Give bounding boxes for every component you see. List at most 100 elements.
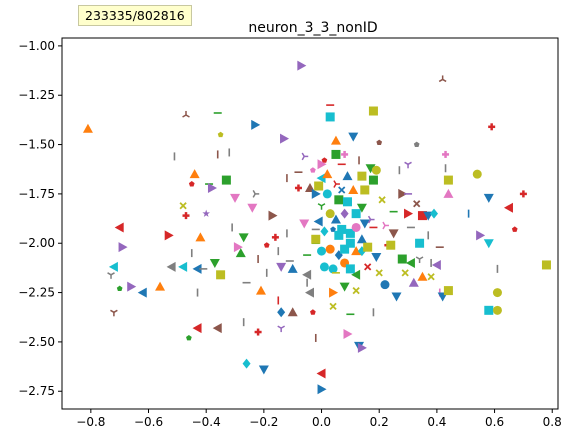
data-point — [378, 196, 386, 204]
plot-frame — [61, 37, 559, 410]
data-point — [351, 209, 361, 219]
data-point — [188, 181, 195, 187]
y-tick-label: −1.75 — [18, 187, 55, 201]
x-tick-label: 0.6 — [485, 415, 504, 429]
x-tick-label: 0.8 — [543, 415, 562, 429]
data-point — [405, 257, 415, 268]
data-point — [316, 368, 326, 379]
data-point — [127, 281, 137, 292]
data-point — [182, 110, 190, 118]
data-point — [330, 214, 341, 224]
data-point — [413, 200, 421, 208]
data-point — [334, 230, 344, 240]
data-point — [322, 169, 333, 179]
data-point — [415, 256, 424, 264]
data-point — [438, 75, 447, 83]
data-point — [357, 342, 367, 353]
data-point — [404, 208, 414, 219]
data-point — [417, 211, 427, 221]
data-point — [207, 182, 217, 193]
data-point — [415, 238, 425, 248]
data-point — [472, 169, 482, 179]
data-point — [299, 219, 310, 229]
data-point — [541, 260, 551, 270]
data-point — [271, 233, 279, 241]
data-point — [330, 226, 336, 232]
x-tick-label: −0.6 — [134, 415, 163, 429]
data-point — [302, 269, 312, 280]
data-point — [230, 193, 241, 203]
data-point — [340, 208, 349, 219]
data-point — [280, 133, 290, 144]
data-point — [443, 188, 454, 198]
data-point — [317, 246, 327, 256]
data-point — [238, 233, 249, 243]
data-point — [380, 280, 390, 290]
data-point — [343, 329, 353, 340]
data-point — [391, 292, 402, 302]
data-point — [310, 167, 316, 173]
data-point — [137, 287, 147, 298]
data-point — [484, 305, 494, 315]
data-point — [116, 285, 123, 292]
data-point — [345, 238, 355, 248]
data-point — [311, 234, 321, 244]
data-point — [263, 242, 270, 248]
x-tick-label: 0.2 — [370, 415, 389, 429]
data-point — [356, 203, 367, 213]
data-point — [114, 222, 124, 233]
x-tick-label: −0.2 — [249, 415, 278, 429]
data-point — [242, 358, 251, 369]
data-point — [339, 282, 350, 292]
data-point — [182, 212, 190, 220]
data-point — [351, 269, 361, 280]
data-point — [413, 141, 420, 147]
data-point — [294, 184, 302, 192]
data-point — [325, 112, 335, 122]
y-tick-label: −2.00 — [18, 236, 55, 250]
data-point — [255, 285, 266, 295]
data-point — [375, 269, 383, 277]
data-point — [442, 150, 450, 158]
data-point — [368, 175, 378, 185]
data-point — [330, 135, 341, 145]
data-point — [348, 184, 359, 194]
data-point — [192, 263, 202, 274]
data-point — [334, 195, 344, 205]
data-point — [342, 197, 352, 207]
data-point — [337, 224, 347, 234]
data-point — [333, 180, 340, 188]
y-tick-label: −1.50 — [18, 138, 55, 152]
data-point — [319, 262, 329, 272]
data-point — [276, 262, 287, 272]
data-point — [340, 244, 350, 254]
data-point — [356, 234, 367, 244]
data-point — [357, 171, 367, 181]
y-tick-label: −2.25 — [18, 286, 55, 300]
data-point — [189, 169, 200, 179]
data-point — [404, 161, 412, 169]
data-point — [492, 305, 502, 315]
data-point — [511, 226, 518, 232]
data-point — [443, 175, 453, 185]
axes: −0.8 −0.6 −0.4 −0.2 0.0 0.2 0.4 0.6 0.8 −1.00 −1.2… — [18, 37, 562, 429]
data-point — [313, 216, 323, 227]
data-point — [310, 309, 316, 315]
data-point — [365, 164, 376, 174]
data-point — [408, 277, 419, 287]
data-point — [325, 209, 335, 219]
data-point — [519, 190, 527, 198]
data-point — [352, 286, 360, 295]
x-tick-label: −0.4 — [192, 415, 221, 429]
data-point — [345, 228, 355, 238]
data-point — [297, 60, 307, 71]
data-point — [503, 202, 513, 213]
data-point — [363, 242, 373, 252]
data-point — [325, 244, 335, 254]
data-point — [427, 273, 435, 281]
data-point — [277, 307, 286, 318]
data-point — [258, 365, 269, 375]
data-point — [301, 152, 309, 161]
data-point — [317, 384, 327, 395]
data-point — [386, 240, 396, 250]
